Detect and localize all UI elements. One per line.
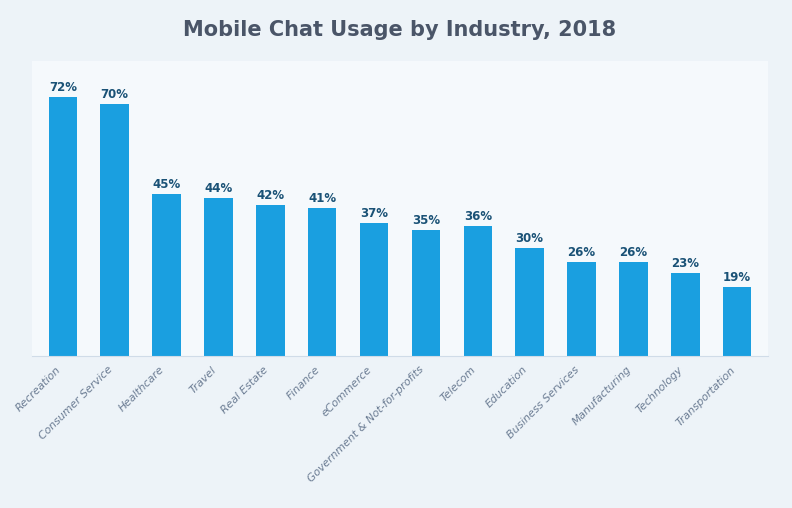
Text: 45%: 45% bbox=[152, 178, 181, 191]
Bar bbox=[204, 198, 233, 356]
Text: 23%: 23% bbox=[672, 257, 699, 270]
Bar bbox=[463, 226, 492, 356]
Text: 26%: 26% bbox=[567, 246, 596, 259]
Bar bbox=[619, 262, 648, 356]
Title: Mobile Chat Usage by Industry, 2018: Mobile Chat Usage by Industry, 2018 bbox=[184, 20, 616, 40]
Bar bbox=[516, 248, 544, 356]
Bar bbox=[308, 208, 337, 356]
Text: 19%: 19% bbox=[723, 271, 751, 284]
Text: 41%: 41% bbox=[308, 193, 337, 205]
Bar bbox=[723, 288, 752, 356]
Bar bbox=[360, 223, 388, 356]
Text: 36%: 36% bbox=[463, 210, 492, 224]
Bar bbox=[567, 262, 596, 356]
Text: 70%: 70% bbox=[101, 88, 128, 101]
Text: 44%: 44% bbox=[204, 182, 233, 195]
Text: 42%: 42% bbox=[257, 189, 284, 202]
Bar bbox=[48, 97, 77, 356]
Bar bbox=[101, 104, 129, 356]
Text: 35%: 35% bbox=[412, 214, 440, 227]
Bar bbox=[412, 230, 440, 356]
Text: 30%: 30% bbox=[516, 232, 543, 245]
Text: 37%: 37% bbox=[360, 207, 388, 220]
Bar bbox=[152, 194, 181, 356]
Text: 72%: 72% bbox=[49, 81, 77, 94]
Bar bbox=[671, 273, 699, 356]
Text: 26%: 26% bbox=[619, 246, 647, 259]
Bar bbox=[256, 205, 284, 356]
